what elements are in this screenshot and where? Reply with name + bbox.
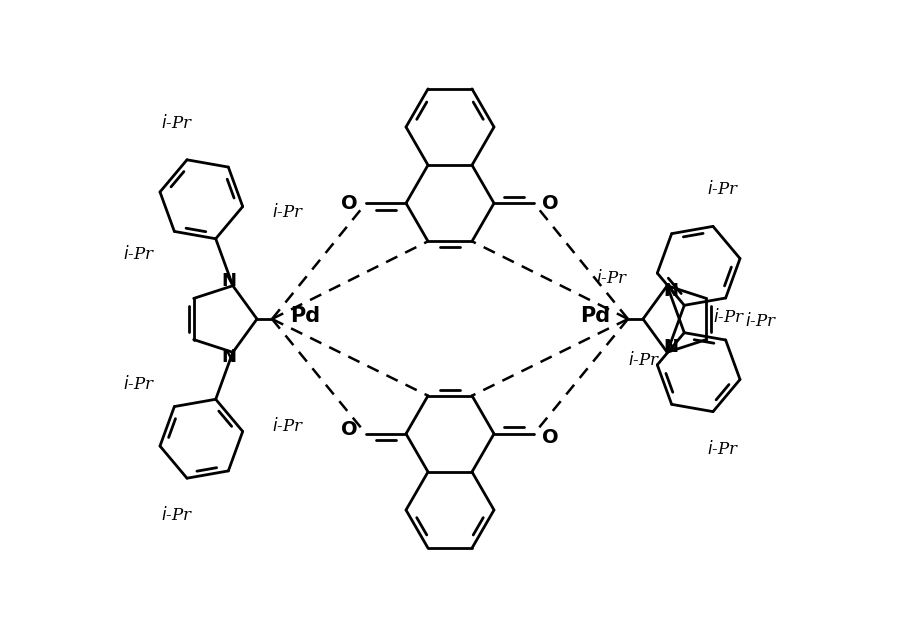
Text: Pd: Pd — [580, 306, 610, 326]
Text: $i$-Pr: $i$-Pr — [707, 180, 740, 198]
Text: N: N — [664, 282, 678, 300]
Text: N: N — [664, 338, 678, 356]
Text: $i$-Pr: $i$-Pr — [745, 312, 778, 330]
Text: $i$-Pr: $i$-Pr — [123, 245, 155, 264]
Text: $i$-Pr: $i$-Pr — [713, 308, 745, 326]
Text: $i$-Pr: $i$-Pr — [628, 350, 660, 369]
Text: O: O — [542, 428, 559, 447]
Text: $i$-Pr: $i$-Pr — [123, 375, 155, 392]
Text: Pd: Pd — [290, 306, 320, 326]
Text: O: O — [542, 194, 559, 213]
Text: $i$-Pr: $i$-Pr — [707, 440, 740, 458]
Text: $i$-Pr: $i$-Pr — [272, 417, 305, 435]
Text: N: N — [222, 272, 236, 290]
Text: $i$-Pr: $i$-Pr — [272, 203, 305, 221]
Text: $i$-Pr: $i$-Pr — [596, 269, 628, 287]
Text: $i$-Pr: $i$-Pr — [160, 113, 193, 132]
Text: O: O — [341, 194, 358, 213]
Text: O: O — [341, 420, 358, 440]
Text: N: N — [222, 348, 236, 366]
Text: $i$-Pr: $i$-Pr — [160, 506, 193, 524]
